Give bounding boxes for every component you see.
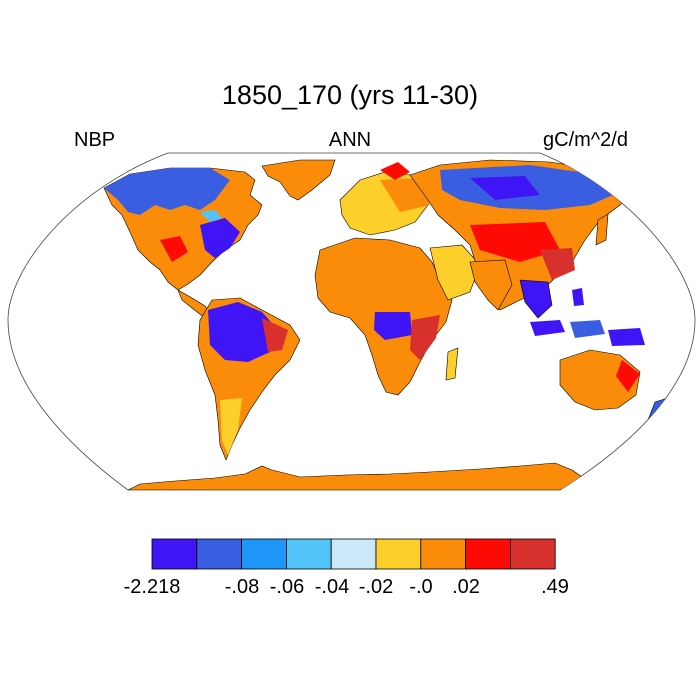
season-label: ANN — [328, 129, 372, 151]
units-label: gC/m^2/d — [543, 129, 628, 151]
colorbar-swatch-3 — [285, 538, 332, 570]
land-australia — [559, 349, 641, 411]
land-patagonia — [220, 398, 242, 455]
land-central-asia — [470, 222, 560, 262]
land-new-guinea — [608, 328, 645, 346]
land-se-asia — [519, 279, 553, 319]
land-china-east — [540, 248, 575, 280]
land-antarctica — [127, 462, 586, 490]
land-australia-east — [616, 360, 640, 392]
land-greenland — [261, 159, 336, 201]
land-north-america-boreal — [104, 168, 230, 215]
colorbar-label: -2.218 — [123, 576, 181, 598]
land-north-america-patch — [160, 236, 188, 262]
land-indonesia-2 — [570, 320, 605, 338]
land-east-africa — [410, 315, 440, 360]
colorbar-swatch-7 — [465, 538, 511, 570]
colorbar-swatch-0 — [151, 538, 198, 570]
plot-title: 1850_170 (yrs 11-30) — [221, 80, 479, 110]
land-siberia-core — [470, 176, 540, 200]
land-arabia — [429, 244, 481, 301]
colorbar-swatch-4 — [330, 538, 377, 570]
land-amazon-edge — [262, 318, 288, 352]
colorbar-label: -.04 — [314, 576, 350, 598]
colorbar-swatch-8 — [509, 538, 556, 570]
colorbar-swatch-5 — [375, 538, 422, 570]
land-indonesia-1 — [530, 320, 565, 336]
land-congo — [374, 312, 412, 340]
land-north-america-east — [200, 218, 240, 258]
colorbar-label: -.0 — [409, 576, 433, 598]
colorbar-swatch-6 — [420, 538, 466, 570]
land-north-america-lakes — [200, 210, 222, 222]
colorbar-label: -.02 — [358, 576, 394, 598]
land-india — [469, 259, 513, 311]
land-japan — [595, 213, 609, 246]
land-europe-east — [380, 178, 430, 212]
variable-label: NBP — [74, 129, 116, 151]
colorbar-swatch-2 — [241, 538, 287, 570]
colorbar-swatch-1 — [196, 538, 243, 570]
land-sahara — [322, 252, 432, 292]
colorbar-label: .02 — [452, 576, 480, 598]
colorbar-label: .49 — [541, 576, 569, 598]
land-philippines — [572, 288, 584, 306]
colorbar-label: -.08 — [224, 576, 260, 598]
land-scandinavia — [380, 162, 410, 180]
land-madagascar — [445, 347, 459, 381]
colorbar-label: -.06 — [269, 576, 305, 598]
land-amazon — [208, 302, 278, 362]
colorbar — [151, 538, 556, 570]
